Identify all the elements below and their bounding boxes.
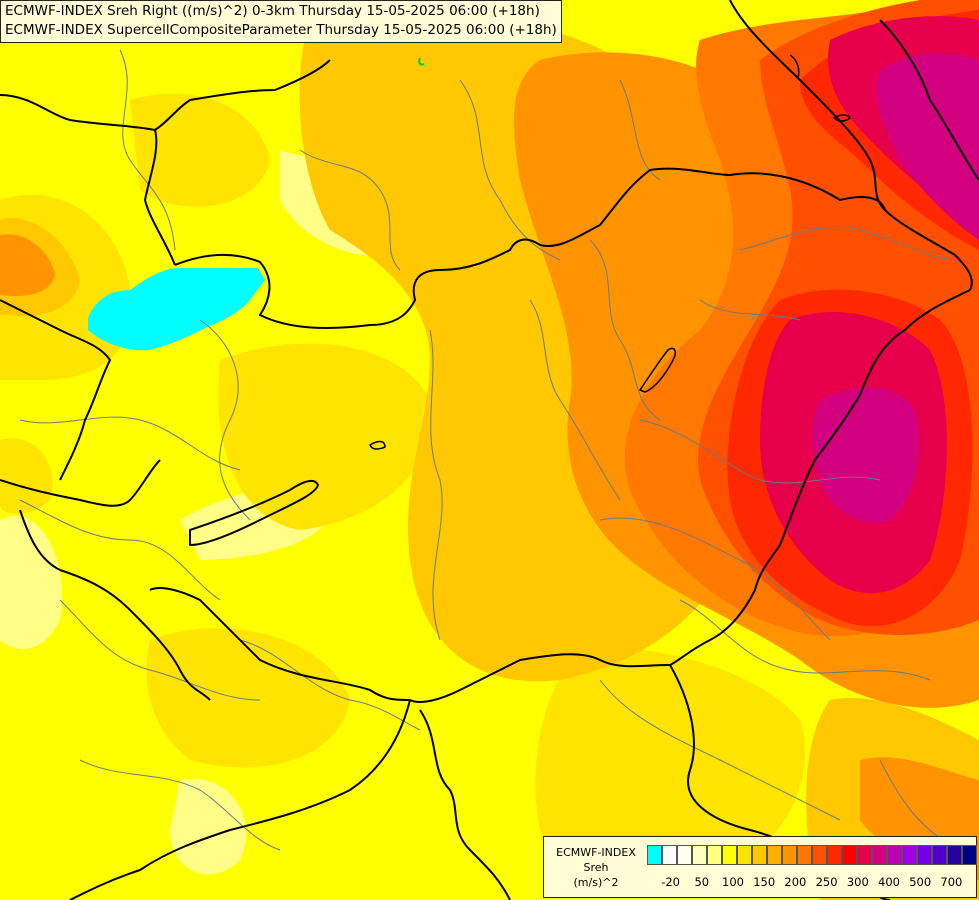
legend-swatches bbox=[647, 845, 977, 865]
legend-swatch bbox=[827, 845, 842, 865]
title-line-2: ECMWF-INDEX SupercellCompositeParameter … bbox=[5, 22, 557, 38]
legend-tick-label: 200 bbox=[784, 875, 807, 889]
legend-variable: Sreh bbox=[583, 861, 609, 874]
legend-swatch bbox=[812, 845, 827, 865]
legend-swatch bbox=[737, 845, 752, 865]
legend-swatch bbox=[857, 845, 872, 865]
legend-header: ECMWF-INDEX Sreh (m/s)^2 bbox=[548, 845, 644, 890]
map-title: ECMWF-INDEX Sreh Right ((m/s)^2) 0-3km T… bbox=[0, 0, 562, 43]
sreh-band-magenta bbox=[812, 53, 979, 523]
legend-swatch bbox=[842, 845, 857, 865]
legend-tick-label: 400 bbox=[878, 875, 900, 889]
legend-swatch bbox=[962, 845, 977, 865]
legend-tick-label: 100 bbox=[722, 875, 744, 889]
color-legend: ECMWF-INDEX Sreh (m/s)^2 -20 50 100 150 200 2… bbox=[543, 836, 977, 898]
legend-swatch bbox=[887, 845, 902, 865]
legend-tick-label: 500 bbox=[909, 875, 932, 889]
legend-swatch bbox=[797, 845, 812, 865]
legend-swatch bbox=[872, 845, 887, 865]
legend-tick-label: 250 bbox=[815, 875, 838, 889]
negative-sreh-area bbox=[88, 268, 265, 351]
legend-swatch bbox=[677, 845, 692, 865]
legend-tick-label: -20 bbox=[661, 875, 680, 889]
legend-swatch bbox=[782, 845, 797, 865]
legend-swatch bbox=[707, 845, 722, 865]
legend-source: ECMWF-INDEX bbox=[556, 846, 636, 859]
legend-swatch bbox=[902, 845, 917, 865]
legend-swatch bbox=[917, 845, 932, 865]
legend-unit: (m/s)^2 bbox=[573, 876, 619, 889]
legend-swatch bbox=[947, 845, 962, 865]
legend-tick-label: 300 bbox=[846, 875, 869, 889]
title-line-1: ECMWF-INDEX Sreh Right ((m/s)^2) 0-3km T… bbox=[5, 3, 540, 19]
legend-tick-label: 700 bbox=[940, 875, 963, 889]
legend-ticks: -20 50 100 150 200 250 300 400 500 700 bbox=[647, 875, 977, 891]
legend-swatch bbox=[692, 845, 707, 865]
legend-swatch bbox=[647, 845, 662, 865]
legend-tick-label: 50 bbox=[694, 875, 710, 889]
region-boundaries bbox=[19, 49, 961, 851]
legend-swatch bbox=[767, 845, 782, 865]
legend-swatch bbox=[752, 845, 767, 865]
green-marker bbox=[418, 57, 425, 66]
legend-swatch bbox=[932, 845, 947, 865]
legend-tick-label: 150 bbox=[753, 875, 776, 889]
legend-swatch bbox=[662, 845, 677, 865]
legend-swatch bbox=[722, 845, 737, 865]
